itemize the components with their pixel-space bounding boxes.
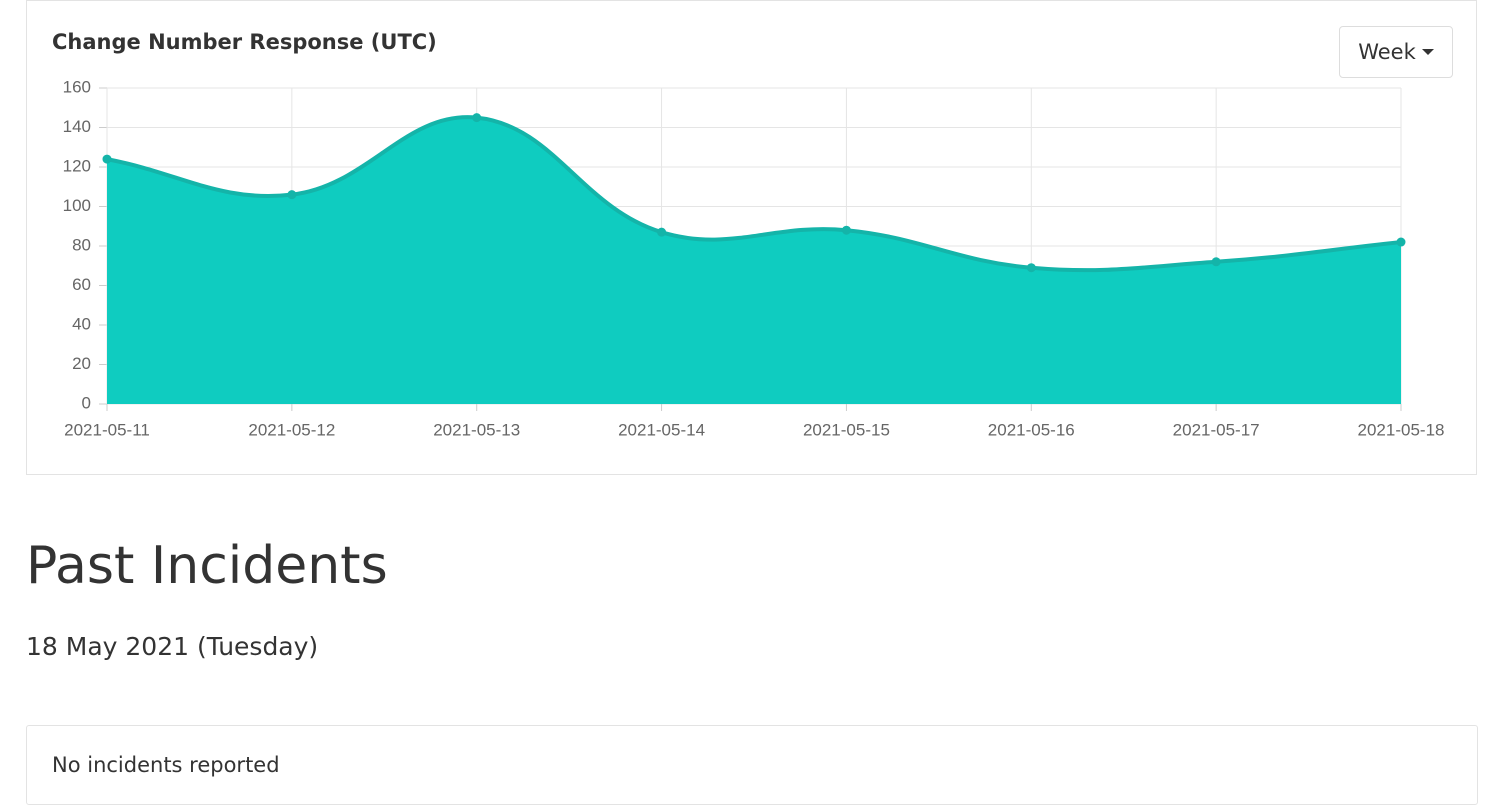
area-line <box>106 115 1402 273</box>
x-tick-label: 2021-05-17 <box>1173 420 1260 439</box>
incident-date: 18 May 2021 (Tuesday) <box>26 632 319 661</box>
area-fill <box>107 117 1401 404</box>
y-tick-label: 140 <box>63 117 91 136</box>
incident-box <box>26 725 1478 805</box>
x-tick-label: 2021-05-13 <box>433 420 520 439</box>
section-title: Past Incidents <box>26 536 388 596</box>
y-tick-label: 40 <box>72 314 91 333</box>
chart: 0 20 40 60 80 100 120 140 160 2021-05-11 2021-05-1… <box>63 77 1445 439</box>
y-tick-label: 100 <box>63 196 91 215</box>
range-dropdown[interactable]: Week <box>1339 26 1453 78</box>
y-tick-label: 0 <box>82 393 91 412</box>
x-tick-label: 2021-05-12 <box>248 420 335 439</box>
chart-title: Change Number Response (UTC) <box>52 30 437 54</box>
data-point <box>841 225 851 235</box>
y-tick-label: 80 <box>72 235 91 254</box>
data-point <box>1396 237 1406 247</box>
caret-icon <box>1421 49 1434 55</box>
x-tick-label: 2021-05-18 <box>1358 420 1445 439</box>
x-tick-label: 2021-05-14 <box>618 420 705 439</box>
data-point <box>472 113 482 123</box>
y-tick-label: 120 <box>63 156 91 175</box>
y-tick-label: 20 <box>72 354 91 373</box>
x-tick-label: 2021-05-15 <box>803 420 890 439</box>
range-label: Week <box>1358 40 1416 64</box>
data-point <box>102 154 112 164</box>
y-tick-label: 60 <box>72 275 91 294</box>
y-tick-label: 160 <box>63 77 91 96</box>
incident-message: No incidents reported <box>52 753 280 777</box>
chart-panel <box>26 0 1477 475</box>
data-point <box>1211 257 1221 267</box>
data-point <box>657 227 667 237</box>
x-tick-label: 2021-05-11 <box>64 420 150 439</box>
data-point <box>287 190 297 200</box>
data-point <box>1026 263 1036 273</box>
x-tick-label: 2021-05-16 <box>988 420 1075 439</box>
